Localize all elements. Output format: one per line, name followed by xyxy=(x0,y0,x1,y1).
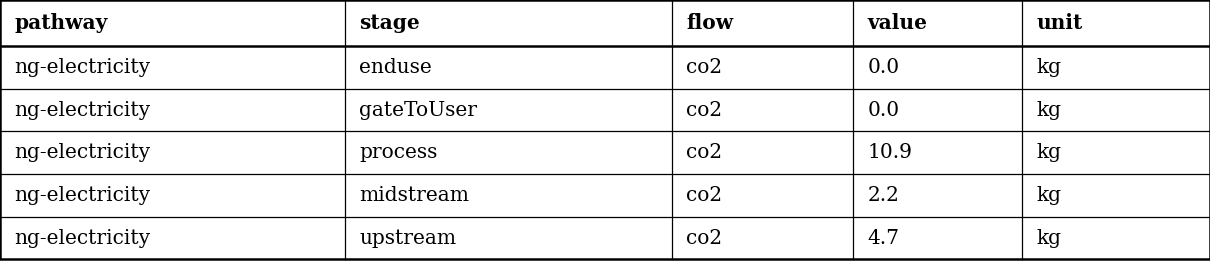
Text: ng-electricity: ng-electricity xyxy=(15,186,150,205)
Text: co2: co2 xyxy=(686,58,722,77)
Text: 0.0: 0.0 xyxy=(868,101,900,120)
Text: kg: kg xyxy=(1037,143,1062,162)
Text: co2: co2 xyxy=(686,101,722,120)
Text: ng-electricity: ng-electricity xyxy=(15,58,150,77)
Text: 10.9: 10.9 xyxy=(868,143,912,162)
Text: value: value xyxy=(868,13,928,33)
Text: unit: unit xyxy=(1037,13,1083,33)
Text: midstream: midstream xyxy=(359,186,469,205)
Text: enduse: enduse xyxy=(359,58,432,77)
Text: kg: kg xyxy=(1037,101,1062,120)
Text: gateToUser: gateToUser xyxy=(359,101,478,120)
Text: flow: flow xyxy=(686,13,733,33)
Text: process: process xyxy=(359,143,438,162)
Text: ng-electricity: ng-electricity xyxy=(15,229,150,248)
Text: co2: co2 xyxy=(686,143,722,162)
Text: kg: kg xyxy=(1037,58,1062,77)
Text: 0.0: 0.0 xyxy=(868,58,900,77)
Text: ng-electricity: ng-electricity xyxy=(15,143,150,162)
Text: 2.2: 2.2 xyxy=(868,186,899,205)
Text: kg: kg xyxy=(1037,186,1062,205)
Text: ng-electricity: ng-electricity xyxy=(15,101,150,120)
Text: kg: kg xyxy=(1037,229,1062,248)
Text: co2: co2 xyxy=(686,229,722,248)
Text: pathway: pathway xyxy=(15,13,108,33)
Text: upstream: upstream xyxy=(359,229,456,248)
Text: 4.7: 4.7 xyxy=(868,229,899,248)
Text: co2: co2 xyxy=(686,186,722,205)
Text: stage: stage xyxy=(359,13,420,33)
